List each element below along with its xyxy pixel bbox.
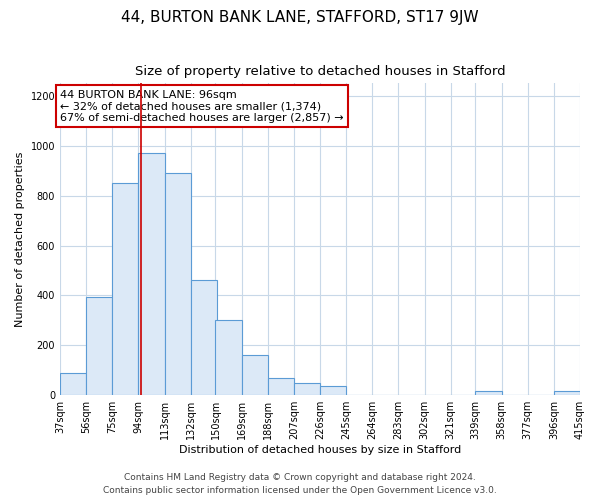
Bar bbox=[320, 386, 346, 395]
X-axis label: Distribution of detached houses by size in Stafford: Distribution of detached houses by size … bbox=[179, 445, 461, 455]
Y-axis label: Number of detached properties: Number of detached properties bbox=[15, 152, 25, 327]
Text: Contains HM Land Registry data © Crown copyright and database right 2024.
Contai: Contains HM Land Registry data © Crown c… bbox=[103, 474, 497, 495]
Bar bbox=[215, 320, 242, 395]
Bar bbox=[60, 373, 86, 395]
Bar bbox=[554, 392, 580, 395]
Title: Size of property relative to detached houses in Stafford: Size of property relative to detached ho… bbox=[135, 65, 505, 78]
Bar bbox=[86, 296, 112, 395]
Bar bbox=[112, 183, 139, 395]
Text: 44, BURTON BANK LANE, STAFFORD, ST17 9JW: 44, BURTON BANK LANE, STAFFORD, ST17 9JW bbox=[121, 10, 479, 25]
Bar bbox=[191, 280, 217, 395]
Bar bbox=[294, 382, 320, 395]
Bar bbox=[139, 153, 164, 395]
Bar bbox=[242, 356, 268, 395]
Text: 44 BURTON BANK LANE: 96sqm
← 32% of detached houses are smaller (1,374)
67% of s: 44 BURTON BANK LANE: 96sqm ← 32% of deta… bbox=[60, 90, 344, 123]
Bar bbox=[475, 392, 502, 395]
Bar bbox=[164, 173, 191, 395]
Bar bbox=[268, 378, 294, 395]
